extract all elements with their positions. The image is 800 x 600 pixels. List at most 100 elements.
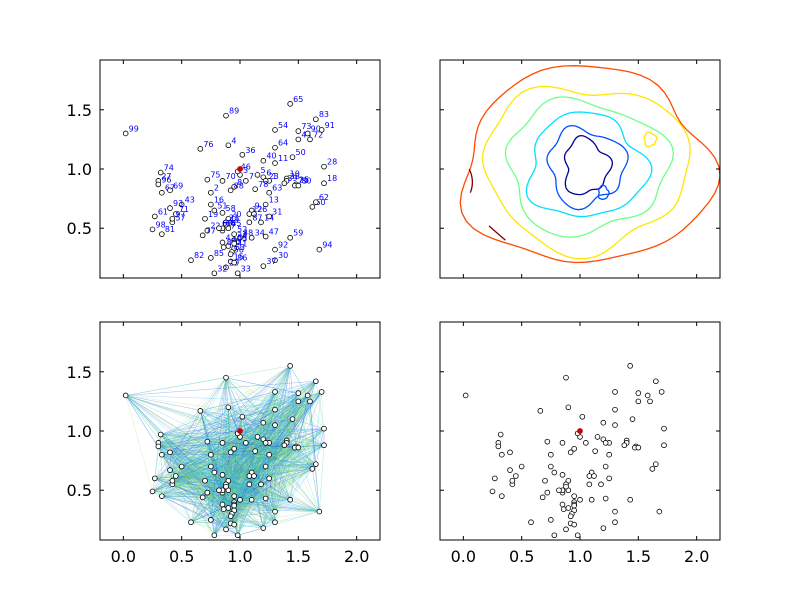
data-point <box>149 226 156 233</box>
data-point <box>262 233 269 240</box>
network-edge <box>158 446 173 481</box>
x-tick-label: 1.0 <box>227 547 252 566</box>
point-label: 99 <box>129 124 139 133</box>
data-point <box>661 442 667 449</box>
data-point <box>539 494 546 501</box>
data-point <box>204 176 211 183</box>
data-point <box>313 116 319 123</box>
data-point <box>155 181 162 188</box>
network-edge <box>158 446 276 512</box>
data-point <box>272 144 278 151</box>
data-point <box>307 398 313 405</box>
network-edge <box>152 466 182 492</box>
data-point <box>565 404 572 411</box>
network-edge <box>200 410 208 442</box>
point-label: 94 <box>322 241 332 250</box>
data-point <box>563 526 569 533</box>
data-point <box>583 440 589 446</box>
data-point <box>281 180 288 187</box>
point-label: 89 <box>229 107 239 116</box>
network-edge <box>169 447 299 471</box>
network-edge <box>125 395 266 499</box>
point-label: 1 <box>272 172 277 181</box>
point-label: 22 <box>210 222 220 231</box>
data-point <box>507 449 513 456</box>
contour-line <box>504 96 675 238</box>
data-point <box>159 189 165 196</box>
point-label: 4 <box>231 136 236 145</box>
point-label: 40 <box>266 152 276 161</box>
network-edge <box>158 446 235 506</box>
point-label: 61 <box>158 207 168 216</box>
data-point <box>266 475 272 482</box>
point-label: 55 <box>237 233 247 242</box>
network-edge <box>161 495 203 498</box>
data-point <box>239 151 246 158</box>
x-tick-label: 1.0 <box>567 547 592 566</box>
point-label: 68 <box>222 219 232 228</box>
data-point <box>316 246 323 253</box>
data-point <box>627 496 633 503</box>
network-edge <box>169 392 299 453</box>
plot-area <box>459 65 720 264</box>
data-point <box>211 270 218 277</box>
data-point <box>548 517 554 523</box>
network-edge <box>161 496 215 536</box>
point-label: 85 <box>214 249 224 258</box>
data-point <box>202 215 208 222</box>
data-point <box>497 431 504 438</box>
data-point <box>644 392 651 399</box>
network-edge <box>158 365 291 447</box>
data-point <box>204 227 211 234</box>
network-edge <box>158 446 235 525</box>
network-edge <box>125 395 215 536</box>
data-point <box>656 508 663 515</box>
data-point <box>197 408 204 414</box>
data-point <box>227 513 234 520</box>
data-point <box>225 404 232 411</box>
data-point <box>571 445 577 452</box>
data-point <box>507 467 513 473</box>
point-label: 87 <box>252 213 262 222</box>
network-edge <box>222 474 276 512</box>
data-point <box>231 231 237 237</box>
point-label: 26 <box>257 205 267 214</box>
data-point <box>211 207 218 214</box>
data-point <box>262 440 269 446</box>
data-point <box>635 390 642 396</box>
network-edge <box>125 395 266 444</box>
point-label: 91 <box>325 121 335 130</box>
point-label: 78 <box>258 180 268 189</box>
axes-frame <box>439 59 721 279</box>
point-label: 63 <box>272 184 282 193</box>
network-edge <box>255 450 320 512</box>
point-label: 39 <box>287 174 297 183</box>
network-edge <box>161 391 322 497</box>
network-edge <box>268 454 291 500</box>
data-point <box>612 406 618 413</box>
data-point <box>612 519 618 526</box>
data-point <box>266 451 272 458</box>
data-point <box>239 413 246 420</box>
data-point <box>559 501 566 508</box>
data-point <box>248 234 255 241</box>
data-point <box>169 477 176 484</box>
network-edge <box>225 377 308 396</box>
network-edge <box>172 480 250 485</box>
network-edge <box>274 391 320 512</box>
network-edge <box>265 428 325 499</box>
data-point <box>509 477 516 484</box>
data-point <box>272 160 278 166</box>
network-edge <box>172 450 256 481</box>
data-point <box>167 187 173 194</box>
data-point <box>231 502 237 509</box>
data-point <box>462 392 469 399</box>
network-edge <box>289 365 308 396</box>
data-point <box>318 389 325 395</box>
network-edge <box>230 452 250 485</box>
point-label: 32 <box>217 264 227 273</box>
data-point <box>211 469 218 476</box>
network-edge <box>190 522 238 536</box>
data-point <box>231 183 237 190</box>
data-point <box>287 101 293 107</box>
